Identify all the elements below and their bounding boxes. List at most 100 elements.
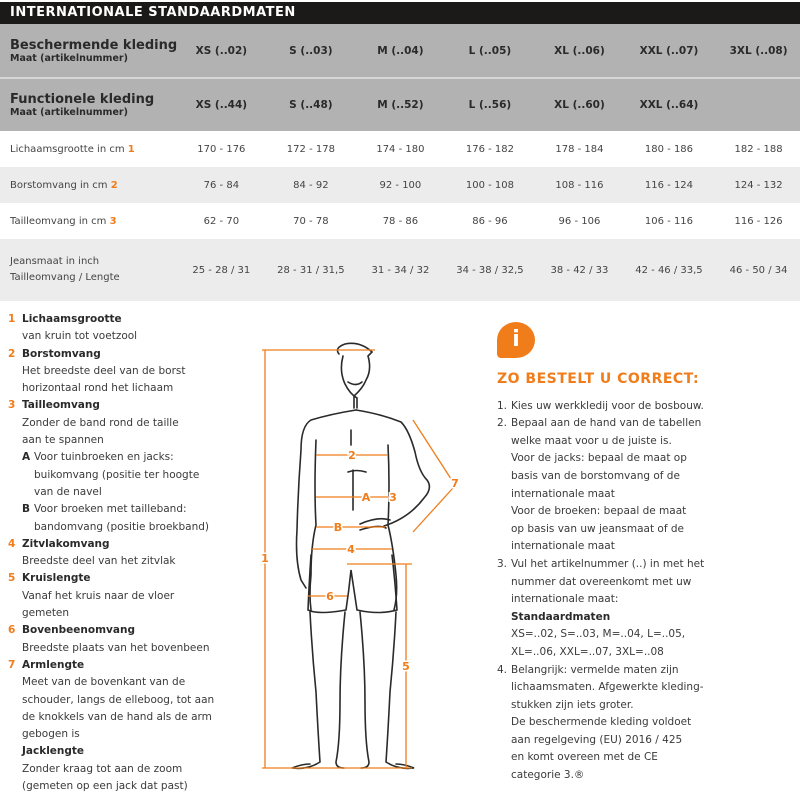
measurement-legend: 1 Lichaamsgrootte van kruin tot voetzool 2 B… [8, 311, 214, 795]
value-cell: 76 - 84 [180, 167, 263, 203]
legend-item: 7 Armlengte Meet van de bovenkant van de sc… [8, 657, 214, 795]
row-number: 1 [127, 143, 135, 155]
legend-item: 5 Kruislengte Vanaf het kruis naar de vloe… [8, 570, 214, 622]
legend-line: schouder, langs de elleboog, tot aan [22, 693, 215, 706]
legend-body: Kruislengte Vanaf het kruis naar de vloer… [22, 570, 174, 622]
size-cell: S (..03) [262, 24, 360, 78]
legend-line: aan te spannen [22, 434, 104, 447]
instruction-number: 4. [497, 663, 508, 676]
instruction-line: Voor de broeken: bepaal de maat [511, 505, 687, 518]
legend-line: Vanaf het kruis naar de vloer [22, 589, 175, 602]
value-cell: 124 - 132 [717, 167, 800, 203]
value-cell: 42 - 46 / 33,5 [620, 239, 718, 301]
instruction-number: 3. [497, 557, 508, 570]
table-row: Jeansmaat in inch Tailleomvang / Lengte 25… [0, 239, 800, 301]
legend-sub-letter: A [22, 451, 31, 464]
legend-line: Meet van de bovenkant van de [22, 676, 186, 689]
size-cell: XL (..60) [538, 78, 621, 131]
instructions-title: ZO BESTELT U CORRECT: [497, 371, 700, 387]
legend-item: 4 Zitvlakomvang Breedste deel van het zitv… [8, 536, 214, 571]
legend-body: Zitvlakomvang Breedste deel van het zitvl… [22, 536, 176, 571]
legend-line: (gemeten op een jack dat past) [22, 780, 188, 793]
table-row: Borstomvang in cm 2 76 - 84 84 - 92 92 - 10… [0, 167, 800, 203]
instruction-body: Kies uw werkkledij voor de bosbouw. [511, 398, 704, 416]
figure-label-7: 7 [451, 477, 459, 490]
value-cell: 182 - 188 [734, 143, 783, 155]
value-cell: 180 - 186 [644, 143, 694, 155]
legend-line: Voor broeken met tailleband: [34, 503, 187, 516]
header-title: Beschermende kleding [10, 37, 178, 53]
legend-item: 2 Borstomvang Het breedste deel van de bor… [8, 346, 214, 398]
header-label: Functionele kleding Maat (artikelnummer) [0, 78, 180, 131]
value-cell: 86 - 96 [472, 215, 508, 227]
row-label: Jeansmaat in inch Tailleomvang / Lengte [0, 239, 180, 301]
legend-body: Borstomvang Het breedste deel van de bors… [22, 346, 185, 398]
size-cell: XL (..06) [538, 24, 621, 78]
size-cell: 3XL (..08) [717, 24, 800, 78]
instruction-body: Belangrijk: vermelde maten zijn lichaamsm… [511, 662, 704, 785]
instruction-line: stukken zijn iets groter. [511, 698, 634, 711]
row-number: 3 [109, 215, 117, 227]
legend-subitem: B Voor broeken met tailleband: bandomvang … [22, 501, 209, 536]
legend-body: Armlengte Meet van de bovenkant van de sch… [22, 657, 214, 795]
value-cell: 170 - 176 [197, 143, 246, 155]
header-subtitle: Maat (artikelnummer) [10, 107, 128, 118]
legend-title: Borstomvang [22, 347, 101, 360]
instruction-line: XL=..06, XXL=..07, 3XL=..08 [511, 645, 664, 658]
header-subtitle: Maat (artikelnummer) [10, 52, 128, 64]
figure-label-4: 4 [347, 543, 355, 556]
legend-line: Breedste deel van het zitvlak [22, 555, 176, 568]
legend-line: de knokkels van de hand als de arm [22, 710, 212, 723]
instruction-line: internationale maat [511, 487, 615, 500]
value-cell: 174 - 180 [376, 143, 425, 155]
legend-title: Bovenbeenomvang [22, 624, 135, 637]
value-cell: 70 - 78 [293, 215, 329, 227]
size-cell: S (..48) [262, 78, 360, 131]
figure-label-5: 5 [402, 660, 410, 673]
instruction-line: categorie 3.® [511, 769, 585, 782]
value-cell: 34 - 38 / 32,5 [441, 239, 539, 301]
figure-label-a: A [362, 491, 371, 504]
value-cell: 31 - 34 / 32 [359, 239, 442, 301]
instruction-number: 1. [497, 399, 508, 412]
body-outline [291, 342, 431, 770]
value-cell: 172 - 178 [286, 143, 335, 155]
legend-line: Zonder de band rond de taille [22, 416, 179, 429]
instruction-line: lichaamsmaten. Afgewerkte kleding- [511, 681, 704, 694]
header-title: Functionele kleding [10, 92, 155, 107]
info-icon: i [497, 322, 535, 358]
legend-sub-body: Voor broeken met tailleband: bandomvang (… [34, 501, 209, 536]
legend-number: 4 [8, 537, 16, 550]
row-label: Lichaamsgrootte in cm 1 [0, 131, 180, 167]
header-label: Beschermende kleding Maat (artikelnummer) [0, 24, 180, 78]
legend-item: 6 Bovenbeenomvang Breedste plaats van het … [8, 622, 214, 657]
value-cell: 84 - 92 [262, 167, 360, 203]
instruction-number: 2. [497, 417, 508, 430]
value-cell: 100 - 108 [441, 167, 539, 203]
legend-line: Het breedste deel van de borst [22, 364, 186, 377]
row-label: Tailleomvang in cm 3 [0, 203, 180, 239]
row-label-line: Jeansmaat in inch [10, 256, 100, 267]
legend-line: van kruin tot voetzool [22, 330, 138, 343]
legend-title: Kruislengte [22, 572, 91, 585]
instruction-item: 4. Belangrijk: vermelde maten zijn lichaam… [497, 662, 787, 785]
legend-line: horizontaal rond het lichaam [22, 382, 174, 395]
legend-number: 6 [8, 624, 16, 637]
instruction-body: Vul het artikelnummer (..) in met het num… [511, 556, 704, 662]
value-cell: 78 - 86 [382, 215, 419, 227]
size-cell [717, 78, 800, 131]
instruction-line: nummer dat overeenkomt met uw [511, 575, 692, 588]
figure-label-2: 2 [348, 449, 356, 462]
legend-title: Zitvlakomvang [22, 537, 110, 550]
page-title: INTERNATIONALE STANDAARDMATEN [0, 2, 800, 24]
legend-body: Tailleomvang Zonder de band rond de taill… [22, 397, 209, 535]
figure-label-1: 1 [261, 552, 269, 565]
instruction-bold: Standaardmaten [511, 610, 611, 623]
value-cell: 96 - 106 [558, 215, 601, 227]
value-cell: 176 - 182 [465, 143, 514, 155]
value-cell: 28 - 31 / 31,5 [262, 239, 360, 301]
legend-line: bandomvang (positie broekband) [34, 520, 210, 533]
size-cell: XXL (..64) [620, 78, 718, 131]
legend-sub-letter: B [22, 503, 31, 516]
